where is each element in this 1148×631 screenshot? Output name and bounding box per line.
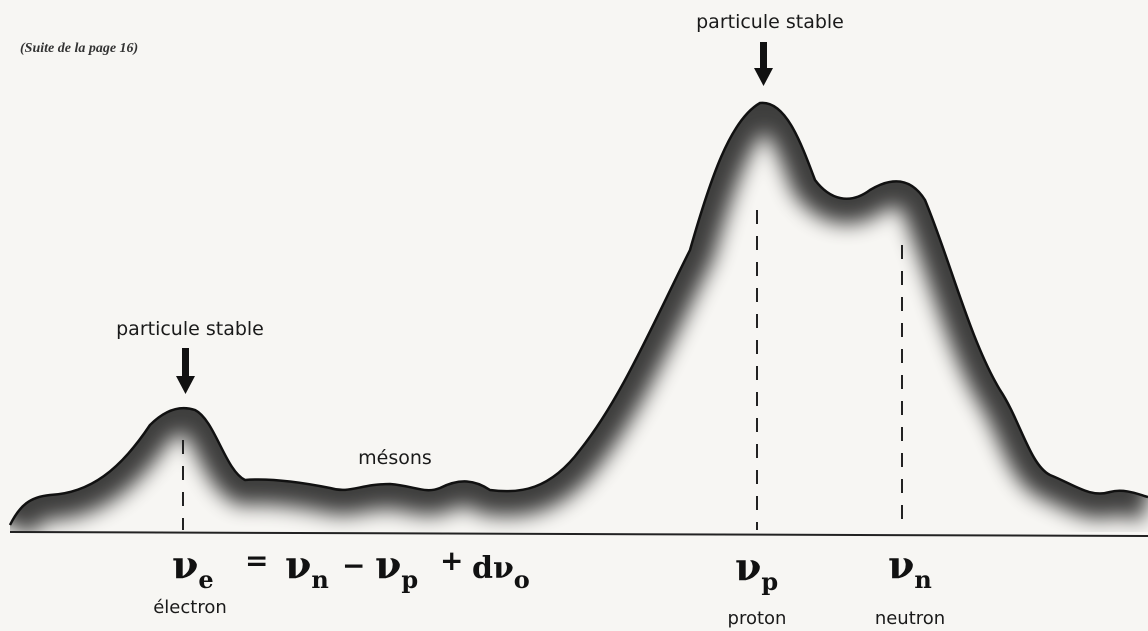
particle-name: électron bbox=[153, 597, 227, 618]
subscript: e bbox=[198, 565, 213, 594]
arrow bbox=[754, 42, 773, 86]
symbol: dνo bbox=[472, 551, 530, 594]
symbol: νe bbox=[172, 542, 214, 594]
symbol: νn bbox=[888, 542, 932, 594]
caption: (Suite de la page 16) bbox=[20, 41, 138, 56]
peak-marker: particule stable bbox=[696, 11, 844, 33]
subscript: p bbox=[761, 567, 778, 596]
subscript: o bbox=[514, 565, 530, 594]
symbol-letter: ν bbox=[375, 542, 401, 587]
operator: = bbox=[245, 544, 268, 577]
symbol: νp bbox=[735, 544, 778, 596]
subscript: n bbox=[914, 565, 931, 594]
symbol-letter: ν bbox=[172, 542, 198, 587]
symbol: νp bbox=[375, 542, 418, 594]
subscript: p bbox=[401, 565, 418, 594]
axis bbox=[9, 531, 1148, 537]
symbol-letter: ν bbox=[888, 542, 914, 587]
arrows bbox=[176, 42, 773, 394]
arrow bbox=[176, 348, 195, 394]
operator: − bbox=[342, 549, 365, 582]
particle-name: proton bbox=[728, 608, 787, 629]
particle-name: neutron bbox=[875, 608, 945, 629]
mesons-label: mésons bbox=[358, 447, 432, 469]
operator: + bbox=[440, 544, 463, 577]
symbol-letter: dν bbox=[472, 551, 514, 586]
curve bbox=[8, 101, 1148, 526]
symbol-letter: ν bbox=[735, 544, 761, 589]
dashed-lines bbox=[182, 210, 903, 530]
symbol: νn bbox=[285, 542, 329, 594]
symbol-letter: ν bbox=[285, 542, 311, 587]
subscript: n bbox=[311, 565, 328, 594]
peak-marker: particule stable bbox=[116, 318, 264, 340]
